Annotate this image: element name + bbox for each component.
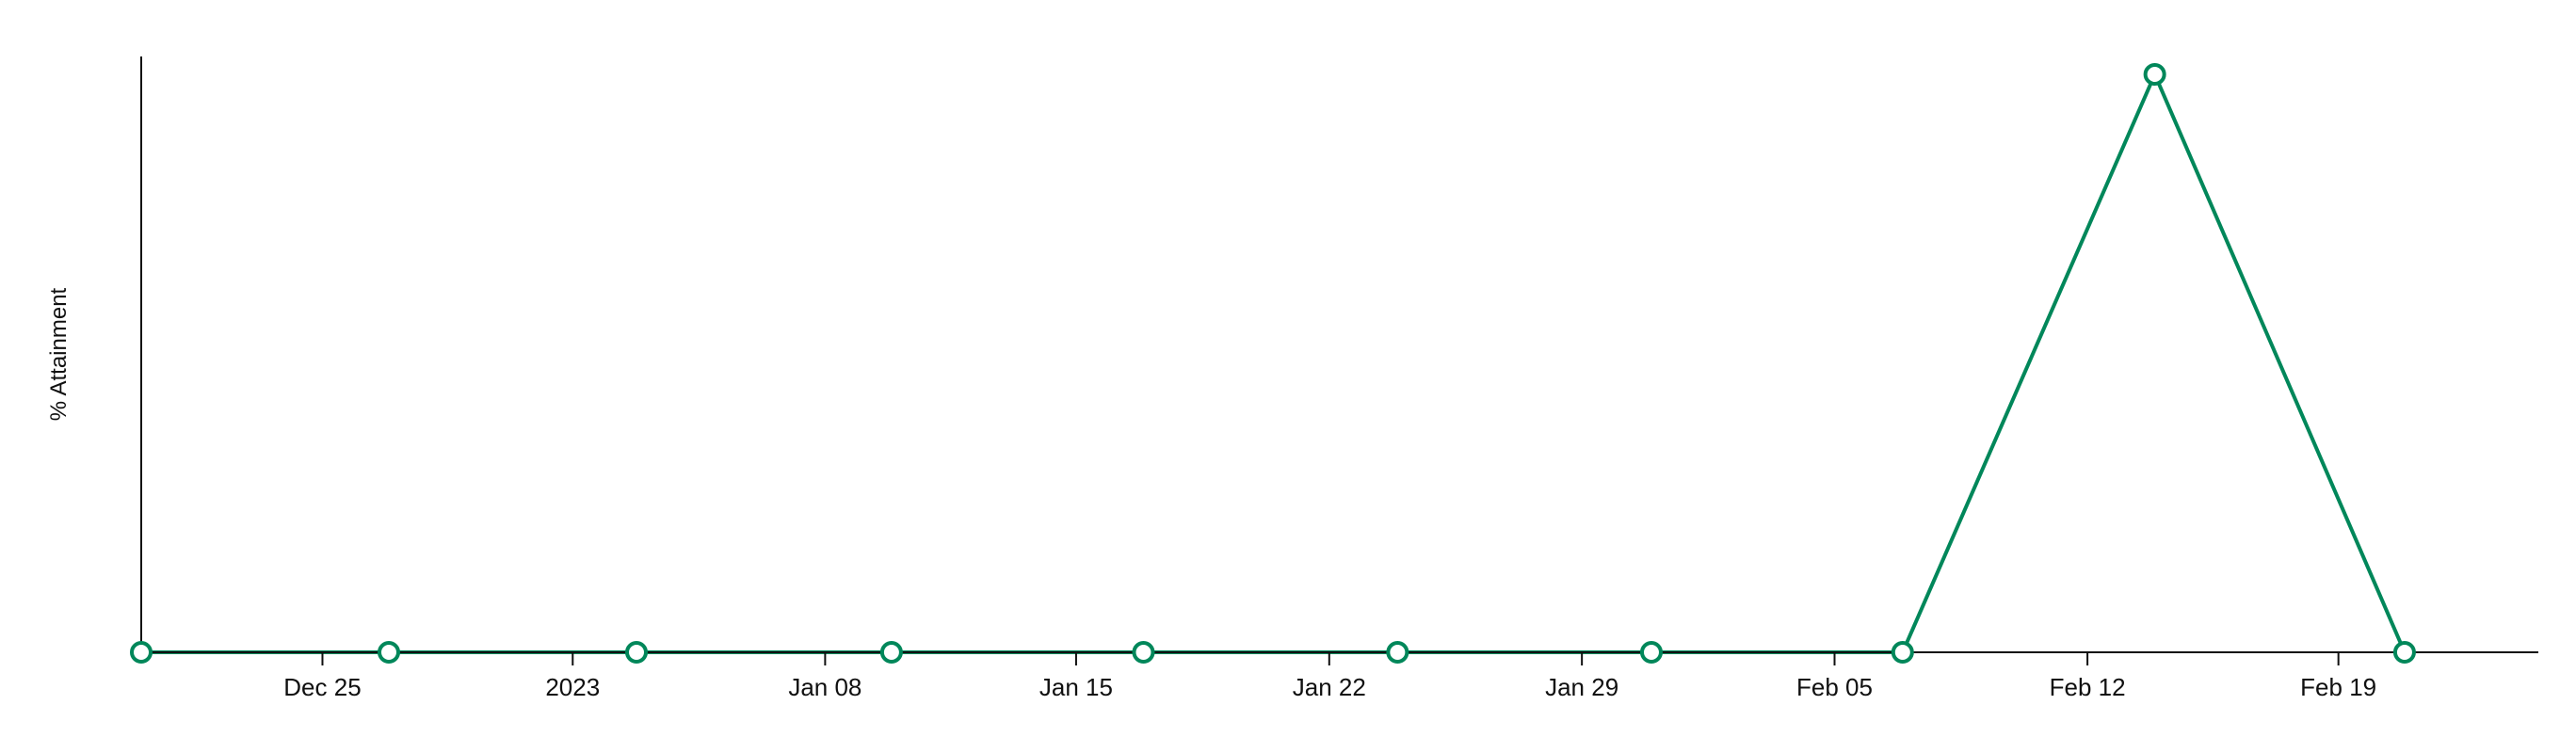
x-tick-label: Feb 19: [2300, 673, 2376, 701]
x-tick-label: Jan 08: [788, 673, 861, 701]
data-marker: [1134, 643, 1152, 662]
data-marker: [132, 643, 151, 662]
data-marker: [1388, 643, 1407, 662]
x-tick-label: Feb 05: [1796, 673, 1873, 701]
x-tick-label: Jan 15: [1039, 673, 1113, 701]
x-tick-label: 2023: [545, 673, 600, 701]
x-tick-label: Feb 12: [2050, 673, 2126, 701]
data-marker: [379, 643, 398, 662]
y-axis-label: % Attainment: [46, 287, 72, 421]
data-marker: [2395, 643, 2414, 662]
x-tick-label: Jan 29: [1545, 673, 1618, 701]
x-tick-label: Jan 22: [1293, 673, 1366, 701]
data-marker: [1642, 643, 1661, 662]
attainment-line-chart: Dec 25 2023 Jan 08 Jan 15 Jan 22 Jan 29 Feb 05…: [0, 0, 2576, 753]
x-tick-label: Dec 25: [283, 673, 361, 701]
data-marker: [1893, 643, 1912, 662]
data-marker: [882, 643, 901, 662]
data-marker: [2146, 65, 2165, 84]
chart-background: [0, 0, 2576, 753]
data-marker: [627, 643, 646, 662]
